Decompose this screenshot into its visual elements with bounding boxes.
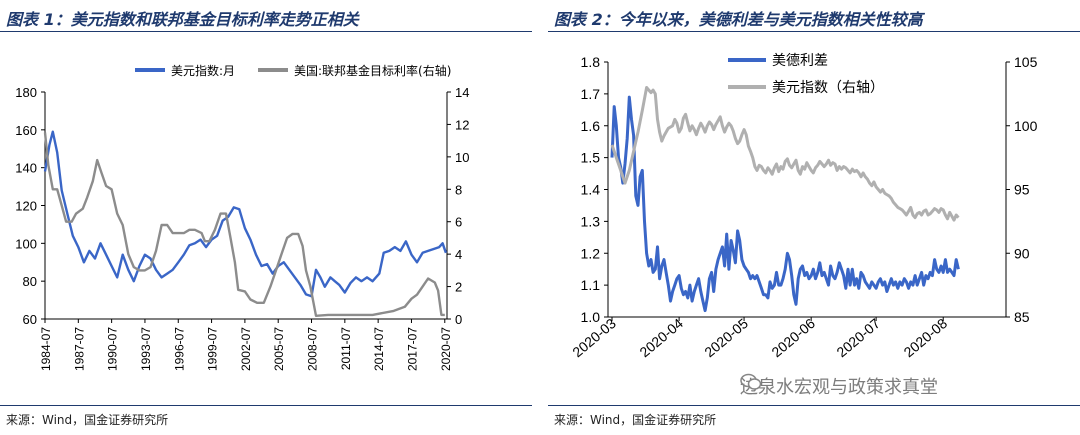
- legend-label-1: 美元指数:月: [171, 63, 235, 78]
- y-right-tick-label: 90: [1014, 245, 1030, 261]
- y-right-tick-label: 6: [455, 215, 462, 230]
- x-tick-label: 1990-07: [106, 327, 120, 371]
- y-left-tick-label: 160: [15, 123, 37, 138]
- series-line-1: [610, 95, 960, 313]
- y-right-tick-label: 12: [455, 117, 469, 132]
- y-right-tick-label: 100: [1014, 118, 1038, 134]
- source-divider: [0, 405, 532, 406]
- x-tick-label: 2014-07: [372, 327, 386, 371]
- x-tick-label: 2008-07: [306, 327, 320, 371]
- y-right-tick-label: 4: [455, 247, 462, 262]
- y-left-tick-label: 1.4: [581, 182, 601, 198]
- y-left-tick-label: 100: [15, 236, 37, 251]
- legend-label-1: 美德利差: [772, 53, 828, 69]
- x-tick-label: 2020-08: [900, 315, 950, 360]
- y-left-tick-label: 80: [23, 274, 37, 289]
- watermark-text: 边泉水宏观与政策求真堂: [740, 377, 938, 398]
- y-left-tick-label: 1.2: [581, 245, 601, 261]
- wechat-icon: [740, 373, 762, 390]
- chart-1-svg: 60 80 100 120 140 160 180 0 2 4 6 8 10 12 14 1984-07 198…: [15, 63, 469, 371]
- y-right-tick-label: 0: [455, 312, 462, 327]
- source-divider: [548, 405, 1080, 406]
- y-right-tick-label: 85: [1014, 309, 1030, 325]
- y-left-tick-label: 1.3: [581, 213, 601, 229]
- title-divider: [0, 31, 532, 32]
- watermark: 边泉水宏观与政策求真堂: [740, 373, 938, 399]
- y-left-tick-label: 1.5: [581, 150, 601, 166]
- series-line-2: [43, 132, 445, 317]
- chart-panel-spread-dxy: 图表 2：今年以来，美德利差与美元指数相关性较高 1.0 1.1 1.2 1.3 1.4…: [548, 0, 1080, 435]
- x-tick-label: 2020-07: [833, 315, 883, 360]
- x-tick-label: 1996-07: [172, 327, 186, 371]
- y-left-tick-label: 1.1: [581, 277, 601, 293]
- y-left-tick-label: 60: [23, 312, 37, 327]
- y-left-tick-label: 1.0: [581, 309, 601, 325]
- y-right-tick-label: 95: [1014, 182, 1030, 198]
- chart-panel-dxy-fed: 图表 1：美元指数和联邦基金目标利率走势正相关 60 80 100 120 140 160…: [0, 0, 532, 435]
- chart-title-2: 图表 2：今年以来，美德利差与美元指数相关性较高: [554, 10, 923, 29]
- legend-label-2: 美国:联邦基金目标利率(右轴): [294, 63, 451, 78]
- x-tick-label: 2002-07: [239, 327, 253, 371]
- title-divider: [548, 31, 1080, 32]
- y-left-tick-label: 120: [15, 199, 37, 214]
- y-right-tick-label: 8: [455, 182, 462, 197]
- series-line-2: [610, 86, 960, 222]
- x-tick-label: 1993-07: [139, 327, 153, 371]
- x-tick-label: 2017-07: [405, 327, 419, 371]
- chart-source-1: 来源：Wind，国金证券研究所: [6, 413, 169, 427]
- y-left-tick-label: 140: [15, 161, 37, 176]
- y-right-tick-label: 14: [455, 85, 469, 100]
- series-line-1: [43, 130, 448, 298]
- chart-source-2: 来源：Wind，国金证券研究所: [554, 413, 717, 427]
- x-tick-label: 2020-05: [701, 315, 751, 360]
- x-tick-label: 1987-07: [72, 327, 86, 371]
- y-right-tick-label: 2: [455, 280, 462, 295]
- y-right-tick-label: 105: [1014, 54, 1038, 70]
- y-left-tick-label: 1.7: [581, 86, 601, 102]
- y-left-tick-label: 1.8: [581, 54, 601, 70]
- x-tick-label: 2005-07: [272, 327, 286, 371]
- y-left-tick-label: 1.6: [581, 118, 601, 134]
- x-tick-label: 1999-07: [206, 327, 220, 371]
- y-right-tick-label: 10: [455, 150, 469, 165]
- x-tick-label: 2020-06: [768, 315, 818, 360]
- chart-2-svg: 1.0 1.1 1.2 1.3 1.4 1.5 1.6 1.7 1.8 85 90 95 100 105 2…: [569, 53, 1038, 360]
- x-tick-label: 2020-07: [439, 327, 453, 371]
- y-left-tick-label: 180: [15, 85, 37, 100]
- legend-label-2: 美元指数（右轴）: [772, 80, 884, 96]
- x-tick-label: 2020-04: [636, 315, 686, 360]
- chart-title-1: 图表 1：美元指数和联邦基金目标利率走势正相关: [6, 10, 359, 29]
- x-tick-label: 2011-07: [339, 327, 353, 370]
- x-tick-label: 1984-07: [39, 327, 53, 371]
